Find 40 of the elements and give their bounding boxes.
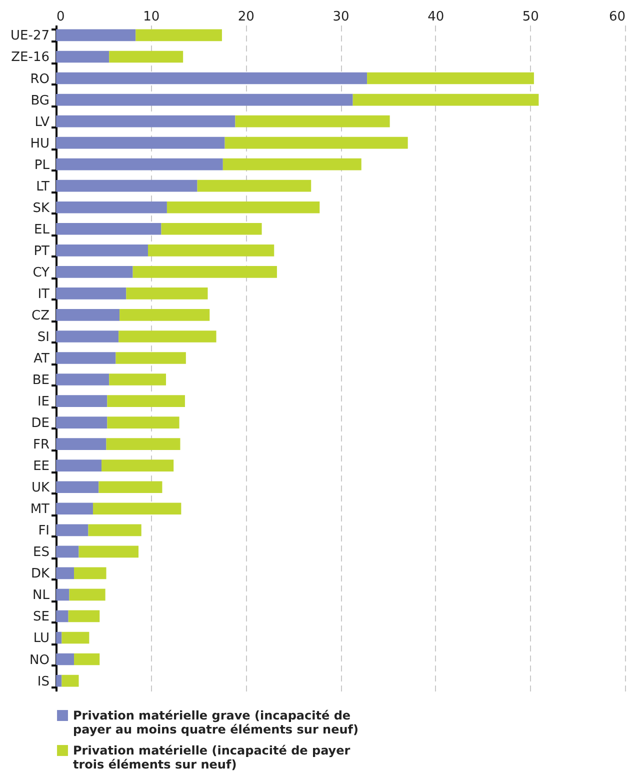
y-tick-label: UE-27 [10,28,50,44]
y-tick-label: EE [33,459,50,474]
x-tick-label: 60 [608,10,626,24]
y-tick-label: SI [37,330,50,345]
x-tick-label: 20 [238,10,254,24]
y-tick-label: SE [33,610,50,625]
y-tick-label: PT [34,244,50,259]
y-tick-label: ES [33,545,50,560]
y-tick-label: CY [32,265,50,280]
y-tick-label: MT [30,502,50,518]
y-tick-label: CZ [32,308,50,324]
y-tick-label: NO [30,652,50,668]
x-tick-label: 40 [428,10,444,24]
y-tick-label: BG [30,93,50,108]
y-tick-label: SK [32,200,50,216]
legend-label: Privation matérielle grave (incapacité de payer au moins quatre éléments sur neuf) [73,708,358,736]
x-tick-label: 0 [56,10,65,24]
y-tick-label: AT [34,352,50,366]
y-tick-label: HU [30,136,50,152]
y-tick-label: LV [34,114,50,130]
x-tick-label: 50 [522,10,539,24]
y-tick-label: NL [32,588,50,604]
x-tick-label: 10 [143,10,160,24]
y-tick-label: LT [36,179,50,194]
y-tick-label: EL [34,222,50,238]
y-tick-label: DK [30,566,50,582]
y-tick-label: IT [38,286,50,302]
legend-label: Privation matérielle (incapacité de payer trois éléments sur neuf) [73,744,350,772]
y-tick-label: BE [32,373,50,388]
y-tick-label: LU [33,631,50,646]
y-tick-label: DE [31,416,50,432]
y-tick-label: IS [37,674,50,690]
y-tick-label: RO [30,72,50,87]
y-tick-label: PL [34,158,50,173]
y-tick-label: UK [31,480,50,496]
y-tick-label: ZE-16 [11,50,50,66]
x-tick-label: 30 [332,10,350,24]
y-tick-label: FI [38,524,50,539]
y-tick-label: IE [37,394,50,410]
y-tick-label: FR [32,438,50,453]
